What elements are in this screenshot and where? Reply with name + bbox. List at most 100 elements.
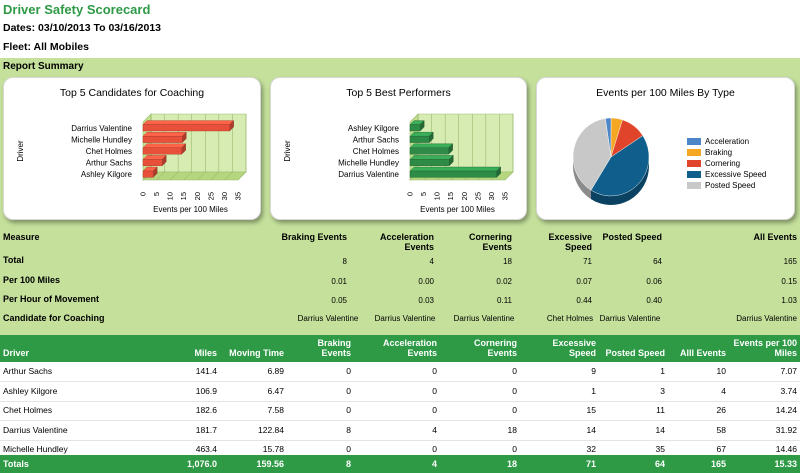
report-fleet: Fleet: All Mobiles	[3, 41, 89, 53]
y-axis-title: Driver	[16, 140, 25, 162]
measure-value: 0.40	[646, 296, 662, 305]
x-tick-label: 10	[166, 192, 175, 200]
driver-column-header: Moving Time	[229, 348, 284, 358]
coaching-candidate: Darrius Valentine	[736, 314, 797, 323]
driver-cell: 0	[512, 444, 517, 454]
gridline	[183, 171, 192, 181]
chart-floor	[142, 171, 247, 181]
gridline	[224, 171, 233, 181]
gridline	[210, 171, 220, 181]
measure-row-label: Per Hour of Movement	[3, 294, 100, 304]
measure-value: 0.44	[576, 296, 592, 305]
driver-cell: 18	[507, 424, 517, 435]
totals-cell: 64	[654, 459, 665, 469]
coaching-bar-chart: 0 5 10 15 20 25 30 35 Darrius Valentine Michelle …	[16, 113, 247, 214]
measure-column-header: Braking Events	[281, 232, 347, 242]
driver-column-header: Braking Events	[317, 338, 351, 358]
measure-column-header: Posted Speed	[602, 232, 662, 242]
x-axis-title: Events per 100 Miles	[153, 205, 228, 214]
driver-cell: 106.9	[195, 385, 217, 396]
category-label: Ashley Kilgore	[81, 170, 133, 179]
driver-cell: 14	[586, 424, 596, 435]
pie-legend: Acceleration Braking Cornering Excessive Sp…	[687, 136, 766, 191]
legend-label: Posted Speed	[705, 181, 756, 190]
driver-cell: 0	[346, 444, 351, 454]
measure-value: 0.05	[331, 296, 347, 305]
driver-cell: 15.78	[262, 444, 284, 454]
report-dates: Dates: 03/10/2013 To 03/16/2013	[3, 22, 161, 34]
measure-value: 0.02	[496, 277, 512, 286]
driver-cell: 182.6	[195, 405, 217, 415]
x-tick-label: 20	[193, 192, 202, 200]
driver-cell: 31.92	[775, 424, 797, 435]
gridline	[197, 171, 206, 181]
bar	[409, 136, 430, 143]
category-label: Darrius Valentine	[71, 124, 132, 133]
category-label: Michelle Hundley	[338, 159, 399, 168]
driver-cell: 0	[346, 385, 351, 396]
chart-title: Events per 100 Miles By Type	[596, 87, 735, 99]
x-tick-label: 5	[152, 192, 161, 196]
measure-column-header: All Events	[753, 232, 797, 242]
measure-row-label: Per 100 Miles	[3, 275, 61, 285]
driver-cell: 3	[660, 385, 665, 396]
report-title: Driver Safety Scorecard	[3, 2, 151, 17]
category-label: Darrius Valentine	[338, 170, 399, 179]
category-label: Chet Holmes	[86, 147, 132, 156]
measure-value: 0.07	[576, 277, 592, 286]
gridline	[504, 171, 514, 181]
driver-column-header: Events per 100 Miles	[733, 338, 797, 358]
driver-column-header: Excessive Speed	[552, 338, 596, 358]
legend-swatch	[687, 160, 701, 167]
category-label: Arthur Sachs	[353, 135, 399, 144]
coaching-candidate: Darrius Valentine	[297, 314, 359, 323]
measure-value: 0.06	[646, 277, 662, 286]
driver-cell: 15	[586, 405, 596, 415]
y-axis-title: Driver	[283, 140, 292, 162]
driver-cell: 9	[591, 366, 596, 376]
driver-cell: 0	[512, 405, 517, 415]
driver-cell: 0	[512, 385, 517, 396]
coaching-candidate: Darrius Valentine	[374, 314, 436, 323]
totals-cell: 15.33	[774, 459, 797, 469]
chart-title: Top 5 Best Performers	[346, 87, 451, 99]
driver-name: Arthur Sachs	[3, 366, 53, 376]
x-tick-label: 30	[220, 192, 229, 200]
bar-top	[142, 120, 235, 125]
driver-cell: 32	[586, 444, 596, 454]
driver-column-header: Alll Events	[679, 348, 726, 358]
table-row: Darrius Valentine 181.7 122.84 8 4 18 14 14 58 31…	[0, 421, 800, 441]
bar	[142, 170, 154, 178]
x-tick-label: 5	[419, 192, 428, 196]
driver-table-totals: Totals 1,076.0 159.56 8 4 18 71 64 165 15.33	[0, 455, 800, 473]
driver-cell: 4	[721, 385, 726, 396]
measure-value: 0.01	[331, 277, 347, 286]
driver-cell: 7.07	[780, 366, 797, 376]
x-axis-title: Events per 100 Miles	[420, 205, 495, 214]
x-tick-label: 0	[406, 192, 415, 196]
bar-top	[409, 143, 454, 149]
x-tick-label: 30	[487, 192, 496, 200]
driver-cell: 0	[432, 385, 437, 396]
driver-cell: 6.89	[267, 366, 284, 376]
measure-value: 64	[653, 257, 662, 266]
measure-column-header: Acceleration Events	[379, 232, 434, 252]
measure-value: 8	[342, 257, 347, 266]
driver-column-header: Cornering Events	[473, 338, 517, 358]
driver-cell: 463.4	[195, 444, 217, 454]
legend-swatch	[687, 182, 701, 189]
pie-slice-side	[590, 157, 649, 205]
summary-title: Report Summary	[3, 61, 84, 72]
category-label: Michelle Hundley	[71, 135, 132, 144]
driver-cell: 4	[432, 424, 437, 435]
driver-cell: 26	[716, 405, 726, 415]
coaching-candidate: Darrius Valentine	[453, 314, 515, 323]
bar	[142, 124, 230, 132]
driver-cell: 3.74	[780, 385, 797, 396]
legend-swatch	[687, 171, 701, 178]
legend-swatch	[687, 149, 701, 156]
driver-cell: 0	[512, 366, 517, 376]
bar	[409, 147, 449, 155]
bar-top	[142, 132, 187, 137]
driver-name: Ashley Kilgore	[3, 385, 58, 396]
